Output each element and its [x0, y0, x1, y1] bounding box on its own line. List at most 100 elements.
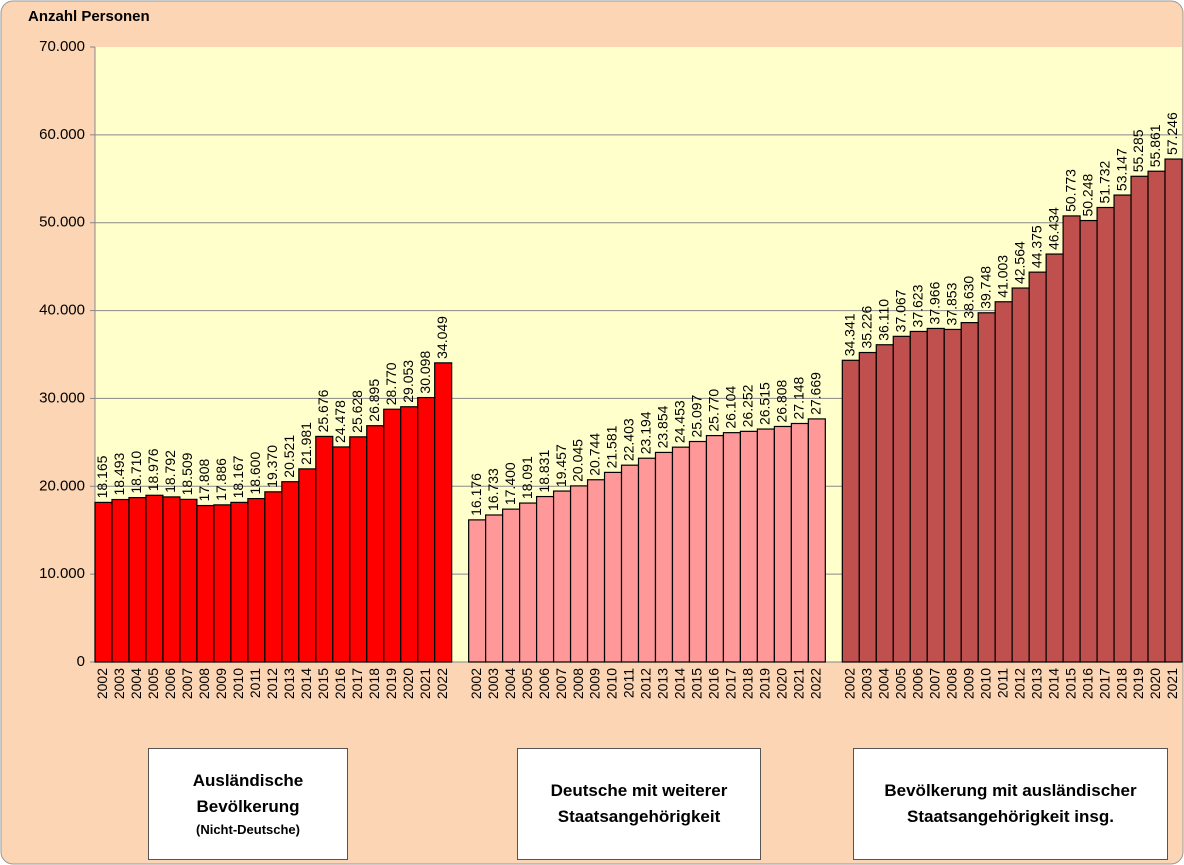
- x-tick-label: 2003: [111, 668, 127, 699]
- x-tick-label: 2018: [740, 668, 756, 699]
- bar: [926, 327, 945, 663]
- bar: [315, 435, 334, 663]
- bar: [1028, 271, 1047, 663]
- group-name: Ausländische Bevölkerung: [192, 771, 304, 816]
- x-tick-label: 2017: [1096, 668, 1112, 699]
- x-tick-label: 2018: [366, 668, 382, 699]
- bar: [943, 328, 962, 663]
- bar: [671, 446, 691, 663]
- x-tick-label: 2021: [1164, 668, 1180, 699]
- value-label: 55.285: [1130, 129, 1146, 172]
- value-label: 37.623: [909, 284, 925, 327]
- value-label: 26.808: [774, 379, 790, 422]
- x-tick-label: 2016: [706, 668, 722, 699]
- x-tick-label: 2011: [994, 668, 1010, 698]
- value-label: 23.854: [655, 405, 671, 448]
- bar: [162, 496, 181, 663]
- value-label: 37.966: [926, 281, 942, 324]
- value-label: 18.493: [111, 452, 127, 495]
- bar: [841, 359, 860, 663]
- x-tick-label: 2009: [960, 668, 976, 699]
- bar: [1045, 253, 1064, 663]
- x-tick-label: 2010: [230, 668, 246, 699]
- x-tick-label: 2006: [162, 668, 178, 699]
- bar: [179, 498, 198, 663]
- value-label: 41.003: [994, 255, 1010, 298]
- x-tick-label: 2007: [926, 668, 942, 699]
- x-tick-label: 2013: [281, 668, 297, 699]
- bar: [637, 457, 657, 663]
- x-tick-label: 2004: [502, 668, 518, 699]
- value-label: 26.104: [723, 386, 739, 429]
- bar: [349, 436, 368, 663]
- bar: [688, 440, 708, 663]
- x-tick-label: 2011: [247, 668, 263, 698]
- x-tick-label: 2009: [213, 668, 229, 699]
- x-tick-label: 2008: [943, 668, 959, 699]
- bar: [230, 501, 249, 663]
- value-label: 36.110: [875, 299, 891, 341]
- value-label: 18.831: [536, 450, 552, 493]
- x-tick-label: 2008: [570, 668, 586, 699]
- x-tick-label: 2015: [689, 668, 705, 699]
- group-name: Bevölkerung mit ausländischer Staatsange…: [884, 781, 1137, 826]
- bar: [264, 491, 283, 663]
- bar: [756, 428, 775, 663]
- value-label: 26.515: [757, 382, 773, 425]
- bar: [535, 495, 555, 663]
- value-label: 37.067: [892, 289, 908, 332]
- bar: [247, 497, 266, 663]
- value-label: 50.773: [1062, 169, 1078, 212]
- bar: [569, 485, 589, 663]
- x-tick-label: 2013: [1028, 668, 1044, 699]
- x-tick-label: 2003: [858, 668, 874, 699]
- value-label: 42.564: [1011, 241, 1027, 284]
- x-tick-label: 2004: [128, 668, 144, 699]
- value-label: 26.895: [366, 379, 382, 422]
- value-label: 57.246: [1164, 112, 1180, 155]
- y-tick-label: 20.000: [39, 477, 85, 494]
- x-tick-label: 2016: [332, 668, 348, 699]
- value-label: 19.457: [553, 444, 569, 487]
- value-label: 21.581: [604, 425, 620, 468]
- x-tick-label: 2021: [791, 668, 807, 699]
- group-name: Deutsche mit weiterer Staatsangehörigkei…: [550, 781, 728, 826]
- bar: [722, 432, 742, 663]
- bar: [773, 425, 792, 663]
- value-label: 25.676: [315, 389, 331, 432]
- bar: [417, 396, 436, 663]
- x-tick-label: 2022: [434, 668, 450, 699]
- value-label: 39.748: [977, 266, 993, 309]
- bar: [739, 430, 758, 663]
- x-tick-label: 2020: [1147, 668, 1163, 699]
- bar: [400, 406, 419, 663]
- value-label: 18.710: [128, 451, 144, 494]
- bar: [960, 322, 979, 663]
- value-label: 38.630: [960, 276, 976, 319]
- value-label: 17.886: [213, 458, 229, 501]
- bar: [909, 330, 928, 663]
- bar: [892, 335, 911, 663]
- value-label: 24.453: [672, 400, 688, 443]
- x-tick-label: 2005: [145, 668, 161, 699]
- bar: [858, 351, 877, 663]
- x-tick-label: 2007: [179, 668, 195, 699]
- y-tick-label: 50.000: [39, 214, 85, 231]
- bar: [366, 425, 385, 663]
- x-tick-label: 2007: [553, 668, 569, 699]
- bar: [196, 504, 215, 663]
- value-label: 27.669: [808, 372, 824, 415]
- bar: [298, 468, 317, 663]
- value-label: 18.976: [145, 448, 161, 491]
- value-label: 51.732: [1096, 160, 1112, 203]
- x-tick-label: 2012: [638, 668, 654, 699]
- x-tick-label: 2003: [485, 668, 501, 699]
- x-tick-label: 2010: [977, 668, 993, 699]
- x-tick-label: 2021: [417, 668, 433, 699]
- bar: [875, 344, 894, 663]
- value-label: 55.861: [1147, 124, 1163, 167]
- y-tick-label: 30.000: [39, 389, 85, 406]
- group-subtitle: (Nicht-Deutsche): [195, 822, 300, 837]
